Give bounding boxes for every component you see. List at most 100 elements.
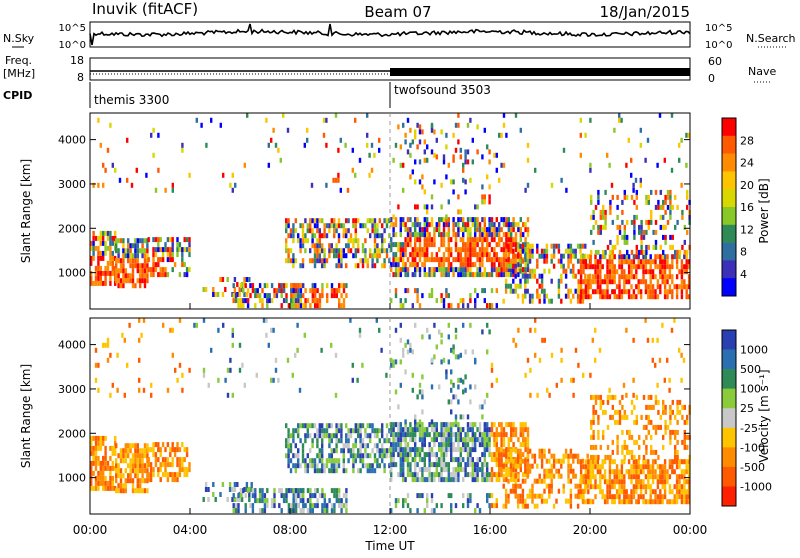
cell-1940	[442, 154, 446, 160]
cell-473	[321, 423, 324, 429]
cell-1760	[609, 204, 612, 210]
cell-447	[313, 458, 317, 464]
cell-938	[464, 252, 467, 258]
cell-1254	[512, 248, 515, 254]
cell-1984	[102, 162, 105, 168]
cell-670	[314, 488, 317, 494]
cell-1718	[675, 494, 679, 500]
cell-1444	[582, 269, 585, 275]
cell-587	[378, 218, 381, 224]
cell-392	[292, 238, 295, 244]
cell-1527	[603, 474, 607, 480]
cell-1075	[500, 267, 503, 273]
cell-2148	[469, 322, 472, 328]
cell-1697	[680, 294, 684, 300]
cell-1353	[538, 478, 541, 484]
cell-43	[99, 435, 102, 441]
cell-2055	[178, 362, 182, 368]
cell-1847	[630, 399, 634, 405]
cell-375	[285, 238, 288, 244]
cell-576	[373, 218, 377, 224]
cell-1256	[514, 283, 517, 289]
cell-2079	[430, 122, 434, 128]
cell-713	[390, 462, 393, 468]
x-tick-label-1: 04:00	[173, 523, 208, 537]
cell-643	[294, 503, 298, 509]
cell-866	[442, 217, 446, 223]
cell-447	[318, 258, 321, 264]
cell-2052	[354, 117, 357, 123]
cell-1213	[457, 303, 460, 309]
cell-1798	[633, 214, 636, 220]
cell-1210	[524, 427, 527, 433]
cell-1437	[579, 269, 583, 275]
cell-643	[314, 288, 317, 294]
cell-1846	[630, 409, 634, 415]
cell-1505	[606, 289, 609, 295]
cell-1540	[618, 274, 621, 280]
cell-1581	[632, 259, 636, 265]
cell-1725	[590, 214, 593, 220]
cell-911	[457, 227, 460, 233]
cell-501	[333, 448, 336, 454]
cell-322	[256, 288, 259, 294]
cell-1208	[445, 293, 448, 299]
cell-1137	[502, 427, 506, 433]
cell-1207	[442, 298, 446, 304]
cell-5	[90, 245, 93, 251]
cell-963	[457, 477, 460, 483]
cell-102	[119, 278, 123, 284]
cell-1255	[466, 493, 470, 499]
cell-1088	[502, 242, 506, 248]
cell-1962	[474, 204, 477, 210]
cell-276	[221, 292, 225, 297]
cell-1252	[512, 258, 515, 264]
cell-114	[124, 483, 127, 489]
cell-6	[90, 450, 93, 456]
cell-1851	[633, 404, 636, 410]
cell-950	[466, 237, 470, 243]
cell-1139	[514, 222, 518, 228]
cell-1369	[543, 453, 546, 459]
cell-1624	[639, 489, 643, 495]
cell-1919	[418, 124, 422, 130]
cell-2057	[368, 172, 371, 178]
cell-65	[106, 460, 110, 466]
cell-1494	[601, 294, 604, 300]
cell-1125	[500, 442, 503, 448]
cell-225	[164, 472, 167, 478]
cell-148	[134, 248, 137, 254]
cell-638	[311, 288, 314, 294]
cell-2125	[402, 347, 405, 353]
cell-1961	[471, 159, 474, 165]
cell-2147	[464, 387, 467, 393]
cell-1462	[577, 459, 580, 465]
colorbar-swatch-3	[722, 388, 736, 409]
cell-1164	[522, 222, 525, 228]
cell-1756	[687, 489, 691, 495]
cell-905	[440, 422, 443, 428]
cell-271	[185, 447, 189, 453]
cell-114	[122, 248, 125, 254]
cell-1157	[519, 217, 522, 223]
cell-1627	[651, 294, 655, 300]
cell-271	[212, 292, 215, 297]
cell-55	[104, 475, 107, 481]
cell-178	[143, 468, 147, 474]
cell-2153	[490, 367, 494, 373]
cell-1030	[488, 272, 491, 278]
cell-484	[333, 223, 336, 229]
cell-20	[94, 465, 98, 471]
cell-854	[440, 232, 443, 238]
cell-2135	[620, 117, 623, 123]
cell-88	[115, 263, 118, 269]
cell-236	[169, 247, 172, 253]
cell-258	[183, 247, 186, 253]
cell-1730	[592, 214, 595, 220]
cell-2050	[351, 147, 354, 153]
cell-1277	[521, 248, 525, 254]
cell-1057	[495, 272, 498, 278]
cell-1506	[606, 284, 609, 290]
cell-226	[164, 467, 167, 473]
cell-947	[466, 252, 470, 258]
